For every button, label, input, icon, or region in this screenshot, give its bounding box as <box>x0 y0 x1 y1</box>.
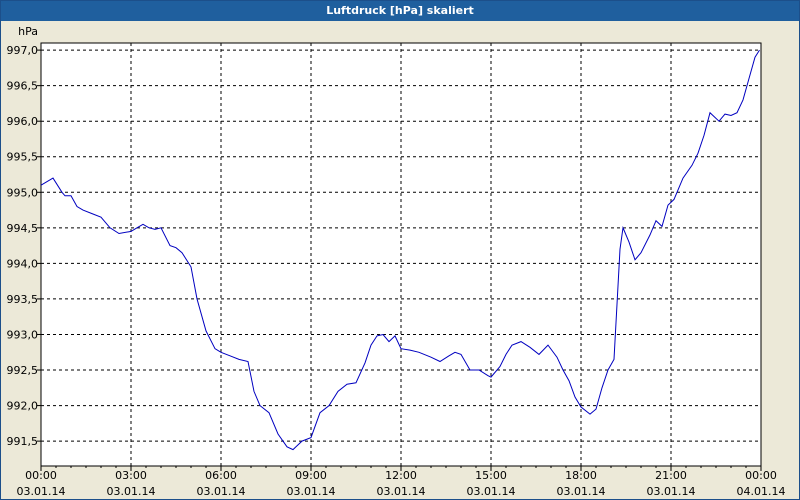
series-line-luftdruck <box>40 49 760 451</box>
y-tick-label: 993,5 <box>7 293 39 306</box>
grid <box>41 43 761 466</box>
y-tick-label: 993,0 <box>7 328 39 341</box>
plot-frame <box>40 42 762 467</box>
axes <box>37 42 762 471</box>
x-tick-date: 03.01.14 <box>17 485 66 498</box>
x-tick-date: 03.01.14 <box>107 485 156 498</box>
y-tick-label: 994,0 <box>7 257 39 270</box>
pressure-chart: 991,5 992,0 992,5 993,0 993,5 994,0 994,5 995,0… <box>7 25 786 498</box>
x-tick-time: 15:00 <box>475 469 507 482</box>
x-tick-date: 03.01.14 <box>197 485 246 498</box>
x-tick-time: 21:00 <box>655 469 687 482</box>
y-tick-label: 996,5 <box>7 80 39 93</box>
x-tick-time: 18:00 <box>565 469 597 482</box>
y-axis-label: hPa <box>18 25 38 38</box>
x-tick-date: 03.01.14 <box>287 485 336 498</box>
y-tick-label: 994,5 <box>7 222 39 235</box>
x-tick-time: 00:00 <box>745 469 777 482</box>
tick-labels: 991,5 992,0 992,5 993,0 993,5 994,0 994,5 995,0… <box>7 44 786 498</box>
y-tick-label: 992,0 <box>7 400 39 413</box>
x-tick-time: 12:00 <box>385 469 417 482</box>
y-tick-label: 991,5 <box>7 435 39 448</box>
x-tick-time: 00:00 <box>25 469 57 482</box>
y-tick-label: 995,5 <box>7 151 39 164</box>
y-tick-label: 996,0 <box>7 115 39 128</box>
x-tick-date: 03.01.14 <box>557 485 606 498</box>
x-tick-date: 03.01.14 <box>377 485 426 498</box>
y-tick-label: 997,0 <box>7 44 39 57</box>
y-tick-label: 995,0 <box>7 186 39 199</box>
x-tick-date: 04.01.14 <box>737 485 786 498</box>
chart-title: Luftdruck [hPa] skaliert <box>1 1 799 21</box>
x-tick-time: 06:00 <box>205 469 237 482</box>
x-tick-time: 03:00 <box>115 469 147 482</box>
y-tick-label: 992,5 <box>7 364 39 377</box>
x-tick-date: 03.01.14 <box>647 485 696 498</box>
x-tick-time: 09:00 <box>295 469 327 482</box>
x-tick-date: 03.01.14 <box>467 485 516 498</box>
